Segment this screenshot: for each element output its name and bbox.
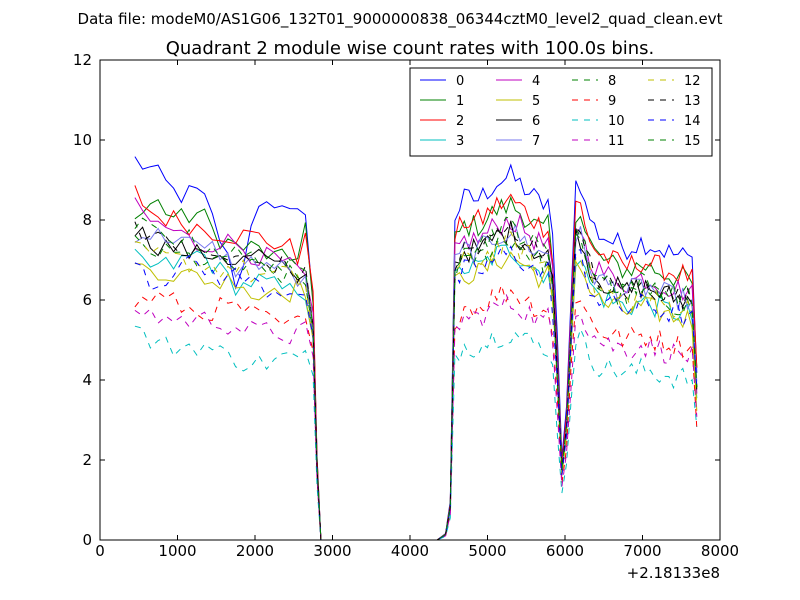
series-group: [134, 156, 698, 540]
series-line-11: [134, 292, 698, 540]
legend-box: [409, 67, 713, 157]
legend-label-10: 10: [608, 114, 625, 129]
series-line-0: [134, 156, 698, 540]
legend-label-6: 6: [532, 114, 540, 129]
y-tick-label: 12: [73, 51, 92, 69]
y-tick-label: 4: [82, 371, 92, 389]
series-line-9: [134, 283, 698, 540]
legend-label-2: 2: [456, 114, 464, 129]
x-tick-label: 7000: [623, 542, 661, 560]
legend-label-14: 14: [684, 114, 701, 129]
x-tick-label: 8000: [701, 542, 739, 560]
y-tick-label: 0: [82, 531, 92, 549]
legend-label-7: 7: [532, 134, 540, 149]
series-line-2: [134, 185, 698, 540]
legend-label-4: 4: [532, 74, 540, 89]
series-line-4: [134, 197, 698, 540]
y-tick-label: 10: [73, 131, 92, 149]
x-offset-label: +2.18133e8: [627, 564, 720, 582]
series-line-7: [134, 223, 698, 540]
x-tick-label: 0: [95, 542, 105, 560]
y-tick-label: 2: [82, 451, 92, 469]
legend-label-12: 12: [684, 74, 701, 89]
series-line-1: [134, 195, 698, 540]
legend-label-1: 1: [456, 94, 464, 109]
x-tick-label: 4000: [391, 542, 429, 560]
legend-label-13: 13: [684, 94, 701, 109]
series-line-14: [134, 245, 698, 540]
legend-label-3: 3: [456, 134, 464, 149]
legend-label-11: 11: [608, 134, 625, 149]
legend-label-8: 8: [608, 74, 616, 89]
series-line-12: [134, 231, 698, 540]
series-line-8: [134, 233, 698, 540]
legend-label-5: 5: [532, 94, 540, 109]
x-tick-label: 3000: [313, 542, 351, 560]
x-tick-label: 1000: [158, 542, 196, 560]
series-line-5: [134, 250, 698, 540]
x-tick-label: 5000: [468, 542, 506, 560]
series-line-3: [134, 244, 698, 540]
chart-title: Quadrant 2 module wise count rates with …: [166, 38, 655, 59]
series-line-13: [134, 221, 698, 540]
x-tick-label: 2000: [236, 542, 274, 560]
series-line-10: [134, 325, 698, 540]
legend-label-0: 0: [456, 74, 464, 89]
legend-label-15: 15: [684, 134, 701, 149]
y-tick-label: 8: [82, 211, 92, 229]
x-tick-label: 6000: [546, 542, 584, 560]
x-axis: 0 1000 2000 3000 4000 5000 6000 7000 8000: [95, 60, 739, 560]
legend-label-9: 9: [608, 94, 616, 109]
series-line-15: [134, 216, 698, 540]
series-line-6: [134, 220, 698, 540]
y-tick-label: 6: [82, 291, 92, 309]
chart-suptitle: Data file: modeM0/AS1G06_132T01_90000008…: [78, 10, 723, 29]
